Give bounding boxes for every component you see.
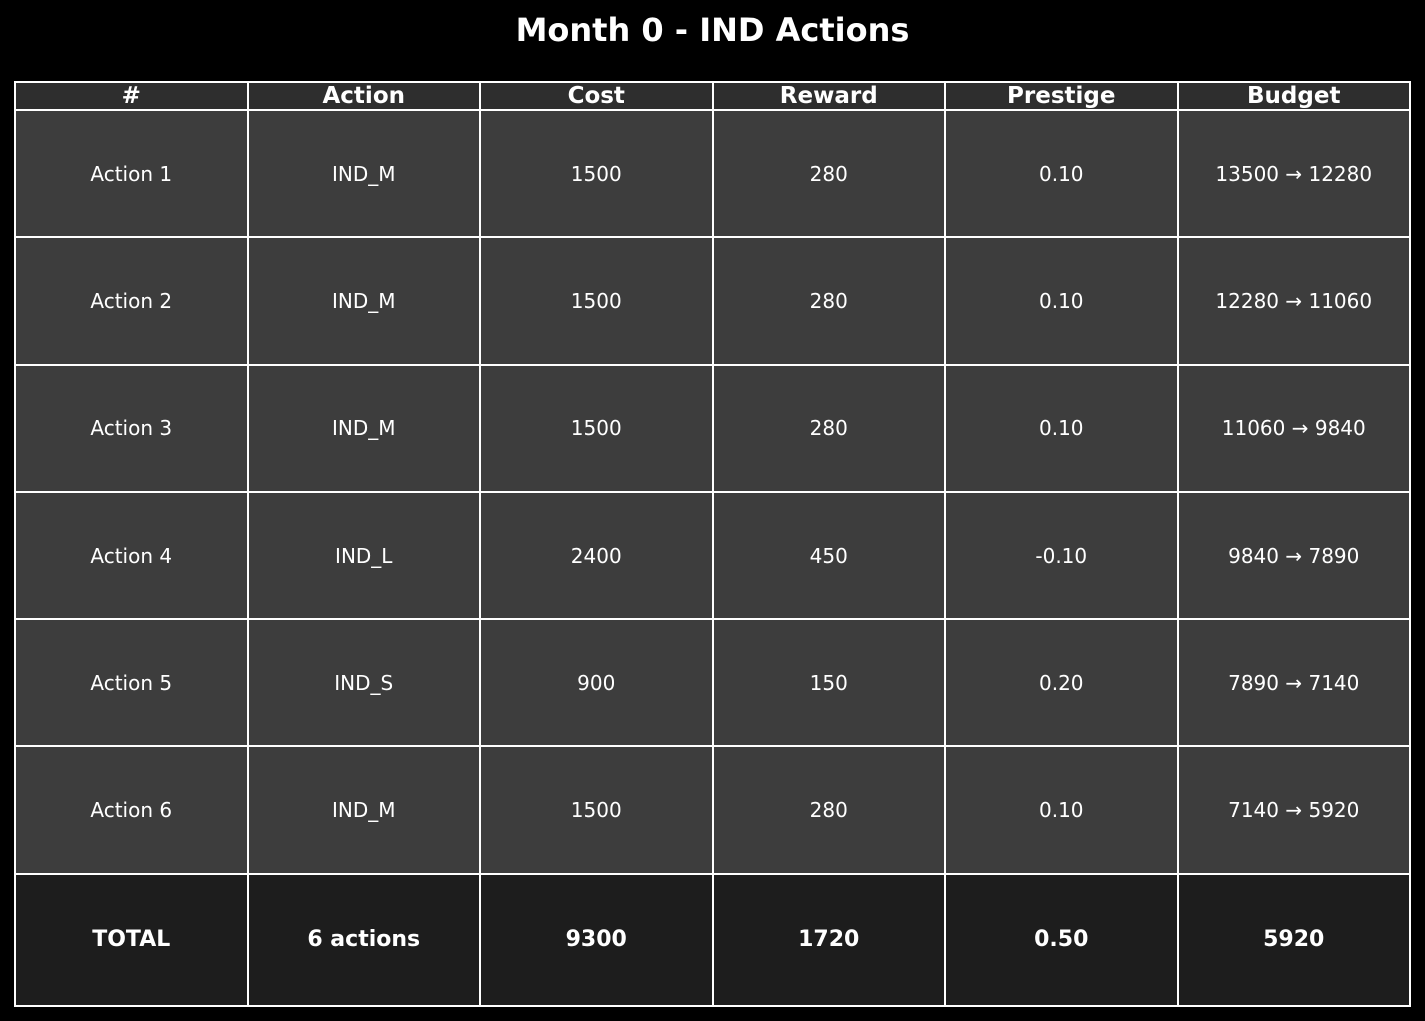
actions-table: # Action Cost Reward Prestige Budget Action 1…: [14, 81, 1411, 1008]
cell-prestige: 0.10: [944, 745, 1179, 875]
table-body: Action 1 IND_M 1500 280 0.10 13500 → 12280 Act…: [14, 108, 1411, 1008]
cell-action: IND_L: [246, 490, 481, 621]
total-row: TOTAL 6 actions 9300 1720 0.50 5920: [14, 872, 1411, 1008]
cell-prestige: 0.10: [944, 363, 1179, 493]
cell-cost: 1500: [479, 363, 714, 493]
cell-reward: 280: [711, 745, 946, 875]
cell-prestige: -0.10: [944, 490, 1179, 621]
cell-action: IND_M: [246, 745, 481, 875]
cell-action: IND_S: [246, 618, 481, 748]
column-header-reward: Reward: [711, 81, 946, 111]
cell-budget: 13500 → 12280: [1176, 108, 1411, 239]
table-header-row: # Action Cost Reward Prestige Budget: [14, 81, 1411, 111]
cell-cost: 900: [479, 618, 714, 748]
column-header-index: #: [14, 81, 249, 111]
cell-prestige: 0.20: [944, 618, 1179, 748]
cell-reward: 150: [711, 618, 946, 748]
cell-index: Action 3: [14, 363, 249, 493]
cell-budget: 11060 → 9840: [1176, 363, 1411, 493]
column-header-cost: Cost: [479, 81, 714, 111]
table-row: Action 1 IND_M 1500 280 0.10 13500 → 12280: [14, 108, 1411, 239]
column-header-action: Action: [246, 81, 481, 111]
table-row: Action 4 IND_L 2400 450 -0.10 9840 → 7890: [14, 490, 1411, 621]
total-cell-reward: 1720: [711, 872, 946, 1008]
cell-budget: 12280 → 11060: [1176, 236, 1411, 366]
table-row: Action 2 IND_M 1500 280 0.10 12280 → 11060: [14, 236, 1411, 366]
column-header-budget: Budget: [1176, 81, 1411, 111]
cell-action: IND_M: [246, 363, 481, 493]
cell-index: Action 2: [14, 236, 249, 366]
total-cell-action: 6 actions: [246, 872, 481, 1008]
total-cell-prestige: 0.50: [944, 872, 1179, 1008]
cell-index: Action 1: [14, 108, 249, 239]
page-title: Month 0 - IND Actions: [515, 11, 910, 49]
table-row: Action 3 IND_M 1500 280 0.10 11060 → 9840: [14, 363, 1411, 493]
cell-index: Action 4: [14, 490, 249, 621]
cell-budget: 7890 → 7140: [1176, 618, 1411, 748]
cell-action: IND_M: [246, 236, 481, 366]
column-header-prestige: Prestige: [944, 81, 1179, 111]
cell-reward: 280: [711, 236, 946, 366]
cell-action: IND_M: [246, 108, 481, 239]
cell-prestige: 0.10: [944, 108, 1179, 239]
cell-cost: 1500: [479, 745, 714, 875]
total-cell-cost: 9300: [479, 872, 714, 1008]
cell-budget: 7140 → 5920: [1176, 745, 1411, 875]
cell-cost: 1500: [479, 236, 714, 366]
cell-cost: 1500: [479, 108, 714, 239]
cell-budget: 9840 → 7890: [1176, 490, 1411, 621]
cell-index: Action 6: [14, 745, 249, 875]
table-row: Action 5 IND_S 900 150 0.20 7890 → 7140: [14, 618, 1411, 748]
cell-reward: 450: [711, 490, 946, 621]
cell-reward: 280: [711, 363, 946, 493]
total-cell-budget: 5920: [1176, 872, 1411, 1008]
cell-reward: 280: [711, 108, 946, 239]
table-row: Action 6 IND_M 1500 280 0.10 7140 → 5920: [14, 745, 1411, 875]
cell-index: Action 5: [14, 618, 249, 748]
cell-cost: 2400: [479, 490, 714, 621]
cell-prestige: 0.10: [944, 236, 1179, 366]
total-cell-index: TOTAL: [14, 872, 249, 1008]
